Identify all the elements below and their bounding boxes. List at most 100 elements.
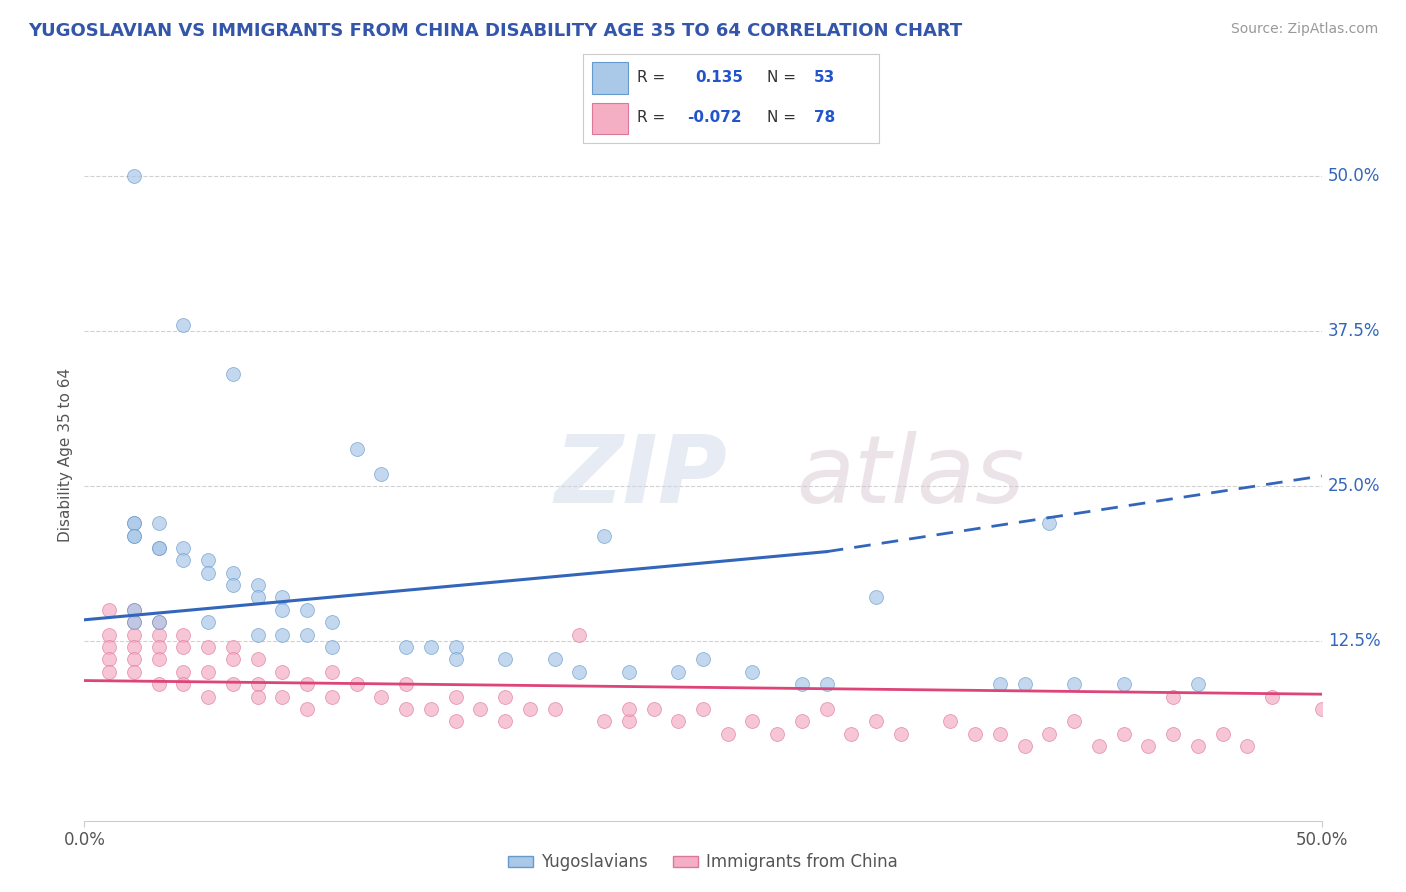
Point bbox=[1310, 702, 1333, 716]
Text: N =: N = bbox=[766, 111, 796, 125]
Point bbox=[197, 553, 219, 567]
Point bbox=[965, 727, 987, 741]
Point bbox=[1212, 727, 1234, 741]
Text: 12.5%: 12.5% bbox=[1327, 632, 1381, 650]
Point bbox=[148, 541, 170, 555]
Point bbox=[1187, 739, 1209, 754]
Point bbox=[815, 677, 838, 691]
Text: R =: R = bbox=[637, 111, 665, 125]
Text: ZIP: ZIP bbox=[554, 431, 727, 523]
Point bbox=[865, 714, 887, 729]
Point bbox=[815, 702, 838, 716]
Point bbox=[197, 615, 219, 630]
Point bbox=[148, 615, 170, 630]
Point bbox=[444, 714, 467, 729]
Point bbox=[148, 615, 170, 630]
Point bbox=[444, 652, 467, 666]
Point bbox=[1137, 739, 1160, 754]
Point bbox=[197, 566, 219, 580]
Point bbox=[122, 665, 145, 679]
Point bbox=[295, 628, 318, 642]
Point bbox=[1063, 677, 1085, 691]
Text: 25.0%: 25.0% bbox=[1327, 477, 1381, 495]
Point bbox=[122, 652, 145, 666]
Text: 0.135: 0.135 bbox=[696, 70, 744, 85]
Point bbox=[98, 628, 121, 642]
Bar bbox=[592, 62, 627, 94]
Point bbox=[295, 677, 318, 691]
Point bbox=[321, 690, 343, 704]
Point bbox=[1038, 727, 1060, 741]
Point bbox=[98, 603, 121, 617]
Point bbox=[172, 541, 194, 555]
Point bbox=[692, 702, 714, 716]
Bar bbox=[592, 103, 627, 134]
Point bbox=[444, 690, 467, 704]
Point bbox=[295, 702, 318, 716]
Point bbox=[865, 591, 887, 605]
Point bbox=[1088, 739, 1111, 754]
Point bbox=[246, 628, 269, 642]
Point bbox=[593, 528, 616, 542]
Point bbox=[346, 677, 368, 691]
Point bbox=[519, 702, 541, 716]
Point bbox=[321, 640, 343, 654]
Point bbox=[172, 677, 194, 691]
Point bbox=[271, 665, 294, 679]
Point bbox=[568, 628, 591, 642]
Point bbox=[395, 640, 418, 654]
Point bbox=[172, 553, 194, 567]
Point bbox=[593, 714, 616, 729]
Point bbox=[494, 690, 516, 704]
Point bbox=[395, 702, 418, 716]
Point bbox=[122, 603, 145, 617]
Point bbox=[1112, 727, 1135, 741]
Text: Source: ZipAtlas.com: Source: ZipAtlas.com bbox=[1230, 22, 1378, 37]
Point bbox=[617, 702, 640, 716]
Point bbox=[172, 318, 194, 332]
Point bbox=[122, 615, 145, 630]
Point bbox=[122, 640, 145, 654]
Point bbox=[98, 652, 121, 666]
Point bbox=[741, 714, 763, 729]
Point bbox=[666, 714, 689, 729]
Point bbox=[543, 652, 565, 666]
Point bbox=[370, 467, 392, 481]
Point bbox=[1161, 727, 1184, 741]
Point bbox=[271, 628, 294, 642]
Point bbox=[1261, 690, 1284, 704]
Point bbox=[321, 665, 343, 679]
Point bbox=[122, 603, 145, 617]
Point bbox=[222, 677, 245, 691]
Point bbox=[172, 665, 194, 679]
Point bbox=[766, 727, 789, 741]
Point bbox=[1038, 516, 1060, 530]
Point bbox=[246, 652, 269, 666]
Point bbox=[222, 566, 245, 580]
Point bbox=[890, 727, 912, 741]
Text: 50.0%: 50.0% bbox=[1327, 167, 1381, 185]
Text: YUGOSLAVIAN VS IMMIGRANTS FROM CHINA DISABILITY AGE 35 TO 64 CORRELATION CHART: YUGOSLAVIAN VS IMMIGRANTS FROM CHINA DIS… bbox=[28, 22, 962, 40]
Point bbox=[494, 714, 516, 729]
Point bbox=[122, 528, 145, 542]
Text: R =: R = bbox=[637, 70, 665, 85]
Point bbox=[1187, 677, 1209, 691]
Point bbox=[666, 665, 689, 679]
Point bbox=[122, 628, 145, 642]
Point bbox=[148, 516, 170, 530]
Point bbox=[222, 368, 245, 382]
Point bbox=[197, 665, 219, 679]
Point bbox=[1112, 677, 1135, 691]
Point bbox=[988, 677, 1011, 691]
Point bbox=[841, 727, 863, 741]
Point bbox=[197, 640, 219, 654]
Point bbox=[617, 714, 640, 729]
Point bbox=[1161, 690, 1184, 704]
Point bbox=[271, 591, 294, 605]
Point bbox=[543, 702, 565, 716]
Point bbox=[470, 702, 492, 716]
Legend: Yugoslavians, Immigrants from China: Yugoslavians, Immigrants from China bbox=[502, 847, 904, 878]
Point bbox=[197, 690, 219, 704]
Point bbox=[1014, 677, 1036, 691]
Point bbox=[122, 528, 145, 542]
